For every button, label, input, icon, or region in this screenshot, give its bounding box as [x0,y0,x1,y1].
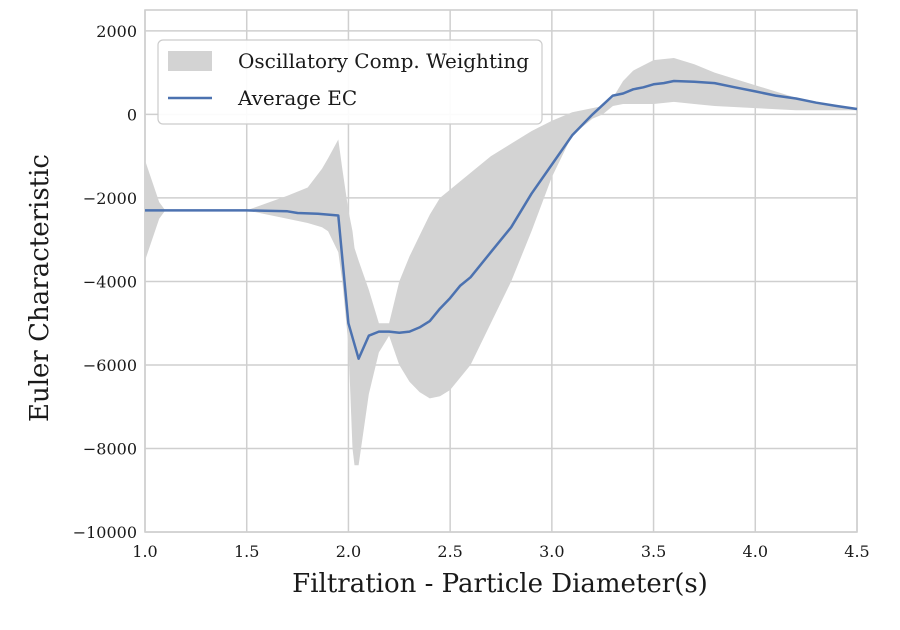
x-tick-label: 1.5 [234,542,259,561]
oscillatory-band [145,58,857,466]
x-tick-label: 1.0 [132,542,157,561]
legend-box [157,39,543,125]
y-tick-label: −10000 [73,523,137,542]
y-axis-title: Euler Characteristic [25,154,55,422]
y-axis-ticks: −10000 −8000 −6000 −4000 −2000 0 2000 [73,22,137,542]
legend-label-line: Average EC [237,86,357,110]
line-layer [145,79,858,360]
legend: Oscillatory Comp. Weighting Average EC [157,39,543,125]
x-tick-label: 4.0 [743,542,768,561]
x-tick-label: 2.0 [336,542,361,561]
x-axis-title: Filtration - Particle Diameter(s) [292,569,708,599]
legend-band-swatch [168,51,212,71]
y-tick-label: 0 [127,105,137,124]
y-tick-label: −6000 [83,356,137,375]
y-tick-label: −2000 [83,189,137,208]
x-tick-label: 4.5 [844,542,869,561]
x-tick-label: 3.5 [641,542,666,561]
y-tick-label: −4000 [83,272,137,291]
y-tick-label: −8000 [83,439,137,458]
y-tick-label: 2000 [96,22,137,41]
band-layer [145,58,857,466]
x-axis-ticks: 1.0 1.5 2.0 2.5 3.0 3.5 4.0 4.5 [132,542,869,561]
average-ec-line [145,79,858,360]
x-tick-label: 3.0 [539,542,564,561]
x-tick-label: 2.5 [437,542,462,561]
legend-label-band: Oscillatory Comp. Weighting [238,49,529,73]
